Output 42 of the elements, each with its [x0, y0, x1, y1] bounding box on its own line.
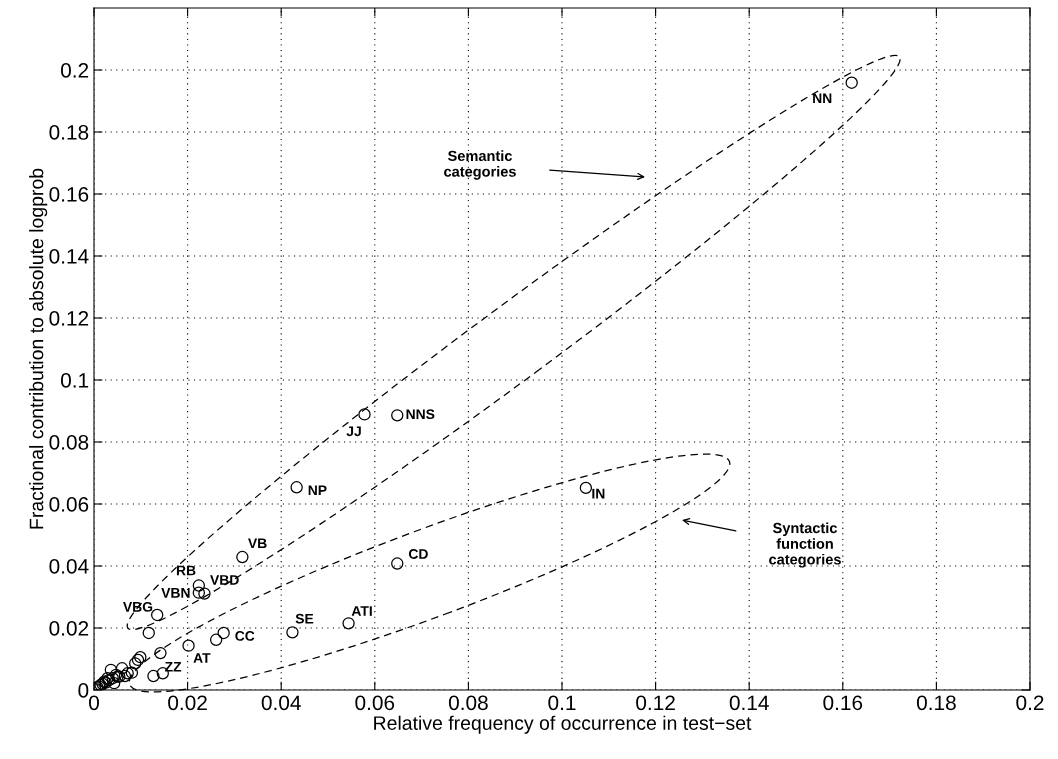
y-tick-label: 0.16: [49, 187, 89, 202]
annotation: RB: [176, 565, 196, 576]
annotation: SE: [295, 613, 314, 624]
x-axis-title: Relative frequency of occurrence in test−set: [374, 715, 752, 734]
y-tick-label: 0.18: [49, 125, 89, 140]
y-tick-label: 0.06: [49, 497, 89, 512]
annotation: NNS: [406, 409, 435, 420]
x-tick-label: 0.04: [261, 695, 301, 711]
annotation: Semantic categories: [444, 150, 516, 180]
y-axis-title: Fractional contribution to absolute logprob: [29, 168, 48, 529]
annotation: VBN: [161, 588, 190, 598]
x-tick-label: 0: [89, 695, 99, 711]
annotation: IN: [592, 488, 605, 499]
annotation: NP: [308, 485, 327, 496]
x-tick-label: 0.18: [916, 695, 956, 711]
x-tick-label: 0.1: [548, 695, 576, 711]
y-tick-label: 0.04: [49, 559, 89, 574]
annotation: JJ: [346, 426, 361, 437]
x-tick-label: 0.08: [448, 695, 488, 711]
y-tick-label: 0.2: [60, 63, 89, 78]
annotation: VBG: [123, 601, 153, 612]
y-tick-label: 0.14: [49, 249, 89, 264]
x-tick-label: 0.06: [355, 695, 395, 711]
annotation: AT: [193, 653, 211, 663]
x-tick-label: 0.14: [729, 695, 769, 711]
annotation: Syntactic function categories: [769, 522, 841, 568]
y-tick-label: 0.02: [49, 621, 89, 636]
y-tick-label: 0.12: [49, 311, 89, 326]
annotation: VB: [248, 538, 267, 549]
annotation: VBD: [210, 575, 239, 585]
annotation: ATI: [351, 606, 372, 616]
x-tick-label: 0.02: [168, 695, 207, 711]
y-tick-label: 0.1: [60, 373, 89, 388]
y-tick-label: 0: [78, 683, 89, 698]
x-tick-label: 0.2: [1016, 695, 1044, 711]
x-tick-label: 0.12: [636, 695, 675, 711]
annotation: ZZ: [165, 661, 182, 672]
annotation: CC: [235, 631, 255, 641]
y-tick-label: 0.08: [49, 435, 89, 450]
annotation: CD: [408, 549, 428, 559]
annotation: NN: [813, 93, 832, 103]
x-tick-label: 0.16: [823, 695, 863, 711]
